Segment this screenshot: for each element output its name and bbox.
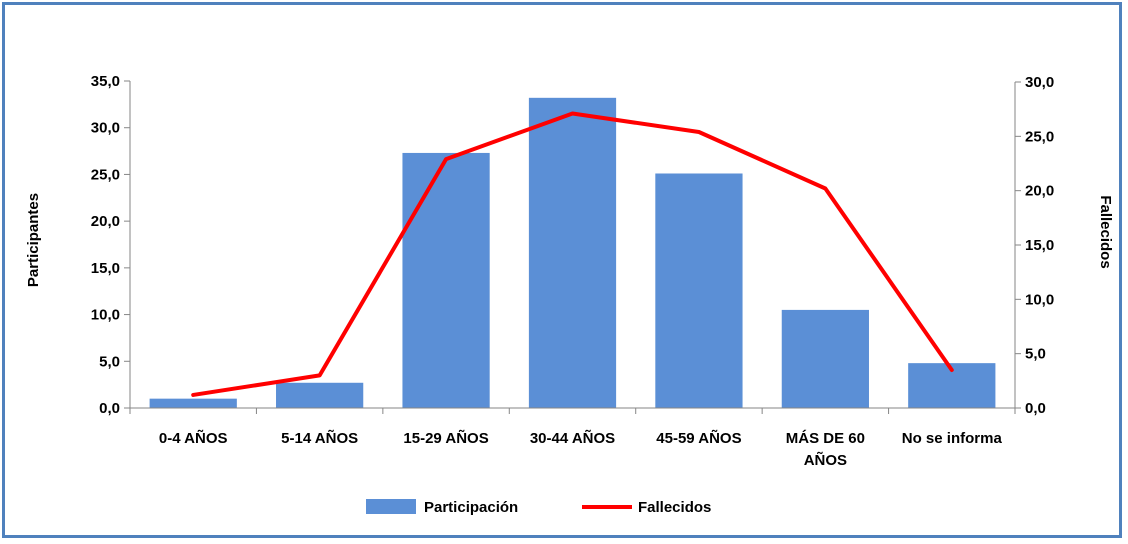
bar-3 [528, 97, 617, 408]
bar-4 [655, 173, 743, 408]
bars-layer [149, 97, 996, 408]
bar-5 [781, 309, 869, 408]
right-axis-title: Fallecidos [1097, 195, 1114, 268]
right-tick-label-1: 5,0 [1025, 346, 1046, 363]
left-axis-title: Participantes [25, 193, 42, 287]
legend-label-participacion: Participación [424, 499, 518, 516]
right-tick-label-0: 0,0 [1025, 400, 1046, 417]
line-layer [191, 111, 954, 397]
x-tick-label-line: 45-59 AÑOS [656, 429, 741, 447]
x-tick-label-3: 30-44 AÑOS [530, 429, 615, 447]
left-tick-label-0: 0,0 [99, 400, 120, 417]
x-tick-label-0: 0-4 AÑOS [159, 429, 228, 447]
legend-label-fallecidos: Fallecidos [638, 499, 711, 516]
left-tick-label-7: 35,0 [91, 73, 120, 90]
left-tick-label-3: 15,0 [91, 260, 120, 277]
x-tick-label-4: 45-59 AÑOS [656, 429, 741, 447]
right-tick-label-2: 10,0 [1025, 291, 1054, 308]
x-tick-label-line: No se informa [902, 430, 1003, 447]
right-tick-label-3: 15,0 [1025, 237, 1054, 254]
bar-2 [402, 152, 490, 408]
right-tick-label-5: 25,0 [1025, 128, 1054, 145]
bar-1 [276, 382, 364, 408]
x-tick-label-line: 15-29 AÑOS [403, 429, 488, 447]
line-fallecidos [191, 111, 954, 397]
x-tick-label-5: MÁS DE 60 AÑOS [786, 430, 865, 469]
right-tick-label-4: 20,0 [1025, 183, 1054, 200]
ticks-layer: 0,0 5,0 10,0 15,0 20,0 25,0 30,0 35,0 0,0 5,0 10,0… [91, 73, 1054, 417]
x-tick-label-line: 0-4 AÑOS [159, 429, 228, 447]
x-tick-label-line: 30-44 AÑOS [530, 429, 615, 447]
left-tick-label-4: 20,0 [91, 213, 120, 230]
x-tick-label-line: 5-14 AÑOS [281, 429, 358, 447]
x-tick-label-1: 5-14 AÑOS [281, 429, 358, 447]
right-tick-label-6: 30,0 [1025, 74, 1054, 91]
left-tick-label-2: 10,0 [91, 307, 120, 324]
bar-0 [149, 398, 237, 408]
x-tick-label-line: AÑOS [804, 451, 847, 469]
x-labels-layer: 0-4 AÑOS 5-14 AÑOS 15-29 AÑOS 30-44 AÑOS 45-… [159, 429, 1003, 469]
legend-swatch-participacion [366, 499, 416, 514]
left-tick-label-5: 25,0 [91, 166, 120, 183]
x-tick-label-line: MÁS DE 60 [786, 430, 865, 447]
x-tick-label-6: No se informa [902, 430, 1003, 447]
left-tick-label-1: 5,0 [99, 353, 120, 370]
x-tick-label-2: 15-29 AÑOS [403, 429, 488, 447]
left-tick-label-6: 30,0 [91, 120, 120, 137]
legend: Participación Fallecidos [366, 499, 711, 516]
